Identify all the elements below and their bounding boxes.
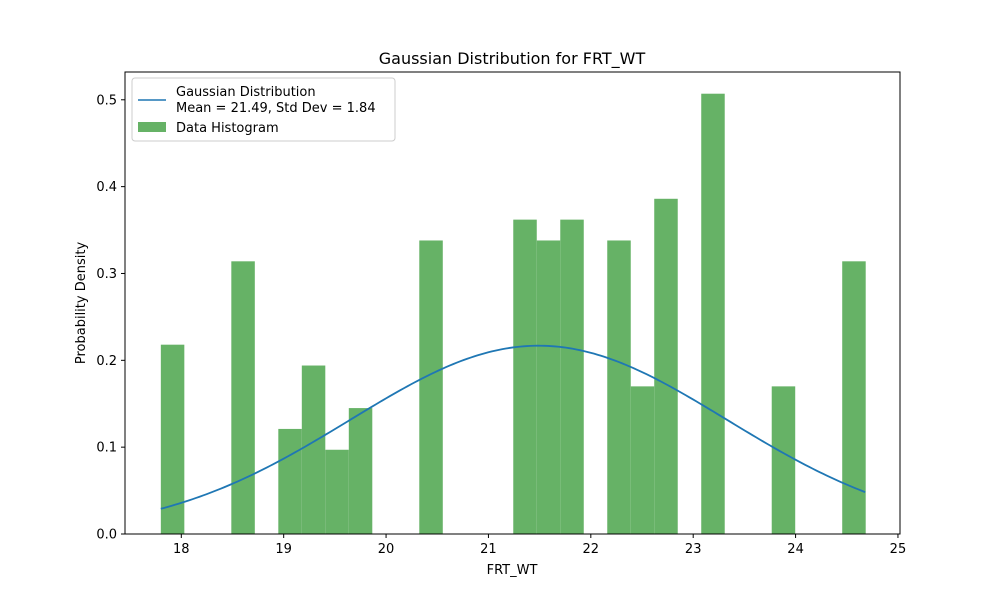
histogram-bar	[301, 365, 326, 534]
y-tick-label: 0.3	[96, 267, 117, 282]
x-tick-label: 22	[583, 542, 600, 557]
histogram-bar	[536, 240, 561, 534]
histogram-bar	[701, 93, 725, 535]
legend-frame	[131, 77, 396, 142]
x-tick-label: 23	[685, 542, 702, 557]
histogram-bar	[513, 219, 537, 534]
histogram-bar	[231, 261, 255, 534]
y-tick-label: 0.2	[96, 354, 117, 369]
histogram-bar	[419, 240, 443, 534]
x-tick-label: 21	[480, 542, 497, 557]
x-tick-label: 25	[890, 542, 907, 557]
histogram-bar	[348, 408, 373, 534]
histogram-bar	[560, 219, 584, 534]
histogram-bar	[771, 386, 796, 534]
axes-frame	[124, 71, 901, 535]
legend-gaussian-label-line2: Mean = 21.49, Std Dev = 1.84	[176, 101, 376, 116]
plot-area: 18 19 20 21 22 23 24 25 0.0 0.1 0.2 0.3 0.4 0.5	[96, 71, 907, 557]
x-tick-label: 19	[275, 542, 292, 557]
y-tick-label: 0.5	[96, 93, 117, 108]
x-axis-label: FRT_WT	[487, 563, 538, 578]
legend-gaussian-label-line1: Gaussian Distribution	[176, 85, 316, 100]
y-axis-label: Probability Density	[74, 242, 89, 365]
histogram-bar	[842, 261, 866, 534]
legend-histogram-label: Data Histogram	[176, 121, 279, 136]
legend-histogram-swatch	[138, 122, 166, 132]
histogram-bar	[654, 198, 678, 534]
histogram-bar	[607, 240, 631, 534]
x-tick-label: 18	[173, 542, 190, 557]
legend: Gaussian Distribution Mean = 21.49, Std …	[131, 77, 396, 142]
x-tick-label: 20	[378, 542, 395, 557]
y-tick-label: 0.1	[96, 441, 117, 456]
histogram-bar	[630, 386, 655, 534]
gaussian-curve	[160, 344, 866, 510]
histogram-bar	[278, 428, 302, 534]
x-tick-label: 24	[787, 542, 804, 557]
histogram-bar	[160, 344, 185, 534]
chart-title: Gaussian Distribution for FRT_WT	[379, 49, 646, 69]
y-tick-label: 0.4	[96, 180, 117, 195]
histogram-bar	[325, 449, 349, 534]
y-tick-label: 0.0	[96, 528, 117, 543]
